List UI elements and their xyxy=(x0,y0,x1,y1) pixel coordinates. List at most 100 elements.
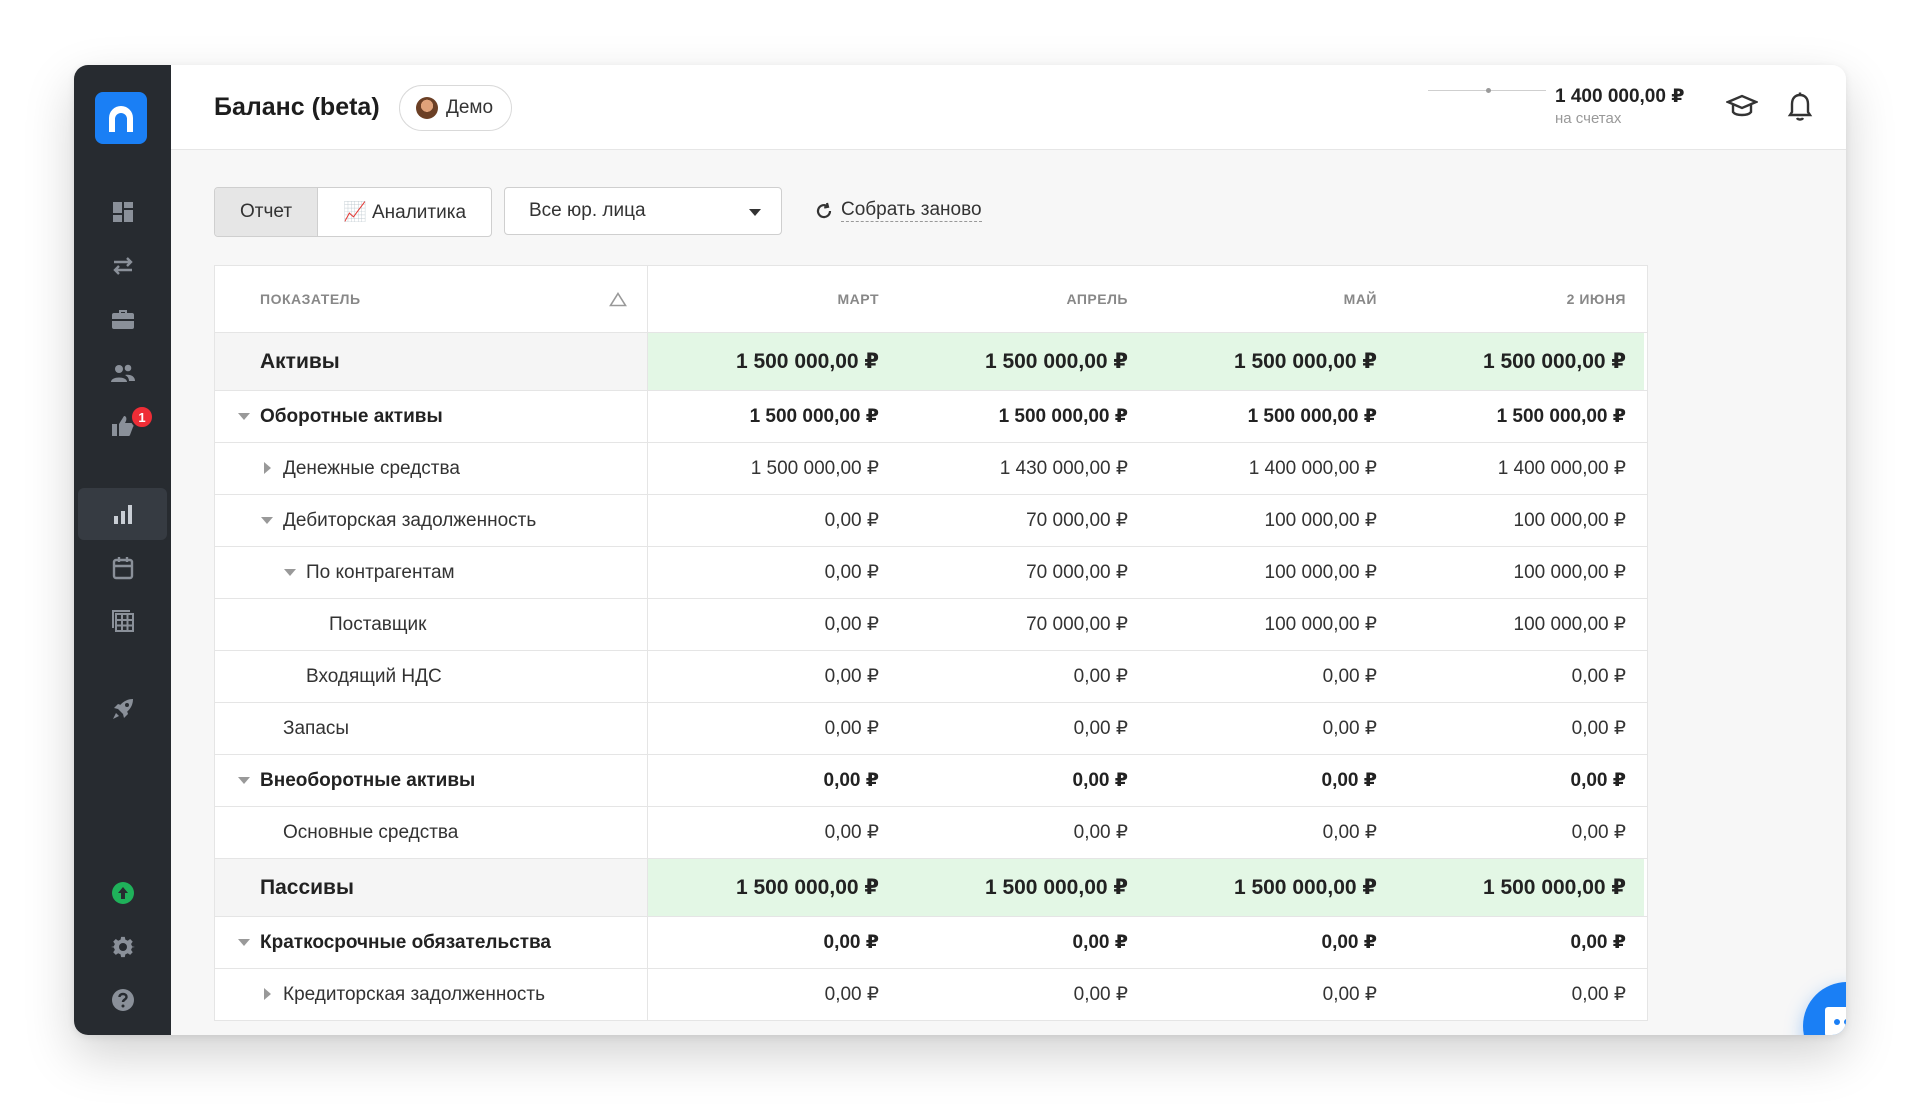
value-cell: 1 500 000,00 ₽ xyxy=(648,333,897,390)
people-icon[interactable] xyxy=(74,347,171,399)
table-row[interactable]: Запасы 0,00 ₽ 0,00 ₽ 0,00 ₽ 0,00 ₽ xyxy=(215,703,1647,755)
balance-table: ПОКАЗАТЕЛЬ МАРТ АПРЕЛЬ МАЙ 2 ИЮНЯ Активы… xyxy=(214,265,1648,1021)
row-label: Кредиторская задолженность xyxy=(215,969,648,1020)
value-cell: 0,00 ₽ xyxy=(1571,822,1626,843)
table-row[interactable]: Оборотные активы 1 500 000,00 ₽ 1 500 000,… xyxy=(215,391,1647,443)
row-label: Основные средства xyxy=(215,807,648,858)
section-row[interactable]: Активы 1 500 000,00 ₽1 500 000,00 ₽1 500 … xyxy=(215,333,1647,391)
collapse-toggle-icon[interactable] xyxy=(238,939,250,946)
value-cell: 0,00 ₽ xyxy=(1073,718,1128,739)
bar-chart-icon[interactable] xyxy=(78,488,167,540)
row-label: Пассивы xyxy=(215,859,648,916)
chevron-down-icon xyxy=(749,209,761,216)
table-row[interactable]: Кредиторская задолженность 0,00 ₽ 0,00 ₽ 0,… xyxy=(215,969,1647,1021)
collapse-toggle-icon[interactable] xyxy=(284,569,296,576)
top-header: Баланс (beta) Демо 1 400 000,00 ₽ на сче… xyxy=(171,65,1846,150)
row-label: Внеоборотные активы xyxy=(215,755,648,806)
sort-icon[interactable] xyxy=(609,292,627,307)
app-window: 1 Баланс (beta) Демо 1 400 000 xyxy=(74,65,1846,1035)
chat-button[interactable]: 1 xyxy=(1803,982,1846,1035)
view-toggle: Отчет 📈 Аналитика xyxy=(214,187,493,237)
row-label-text: Запасы xyxy=(283,717,350,739)
sidebar: 1 xyxy=(74,65,171,1035)
value-cell: 70 000,00 ₽ xyxy=(1026,562,1128,583)
value-cell: 0,00 ₽ xyxy=(824,614,879,635)
entity-select[interactable]: Все юр. лица xyxy=(504,187,782,235)
demo-label: Демо xyxy=(446,97,494,118)
calendar-icon[interactable] xyxy=(74,542,171,594)
value-cell: 1 500 000,00 ₽ xyxy=(897,333,1146,390)
value-cell: 1 400 000,00 ₽ xyxy=(1248,458,1377,479)
value-cell: 0,00 ₽ xyxy=(1571,718,1626,739)
transfer-icon[interactable] xyxy=(74,240,171,292)
value-cell: 0,00 ₽ xyxy=(823,770,879,791)
row-label-text: Пассивы xyxy=(260,875,354,899)
table-icon[interactable] xyxy=(74,595,171,647)
app-logo[interactable] xyxy=(95,92,147,144)
value-cell: 0,00 ₽ xyxy=(1072,770,1128,791)
row-label-text: Основные средства xyxy=(283,821,459,843)
rebuild-button[interactable]: Собрать заново xyxy=(815,199,982,222)
column-header-month: АПРЕЛЬ xyxy=(1066,291,1128,307)
value-cell: 0,00 ₽ xyxy=(1570,770,1626,791)
chat-bubble-icon xyxy=(1825,1007,1846,1035)
value-cell: 0,00 ₽ xyxy=(1571,984,1626,1005)
value-cell: 0,00 ₽ xyxy=(1570,932,1626,953)
table-row[interactable]: Денежные средства 1 500 000,00 ₽ 1 430 000… xyxy=(215,443,1647,495)
row-label-text: Оборотные активы xyxy=(260,405,443,427)
table-row[interactable]: Поставщик 0,00 ₽ 70 000,00 ₽ 100 000,00 ₽ 10… xyxy=(215,599,1647,651)
row-label: Оборотные активы xyxy=(215,391,648,442)
value-cell: 100 000,00 ₽ xyxy=(1513,510,1626,531)
value-cell: 0,00 ₽ xyxy=(1073,666,1128,687)
row-label: Входящий НДС xyxy=(215,651,648,702)
expand-toggle-icon[interactable] xyxy=(264,462,271,474)
value-cell: 70 000,00 ₽ xyxy=(1026,510,1128,531)
balance-amount: 1 400 000,00 ₽ xyxy=(1555,86,1685,107)
table-row[interactable]: Входящий НДС 0,00 ₽ 0,00 ₽ 0,00 ₽ 0,00 ₽ xyxy=(215,651,1647,703)
row-label-text: Внеоборотные активы xyxy=(260,769,476,791)
value-cell: 0,00 ₽ xyxy=(1073,984,1128,1005)
value-cell: 0,00 ₽ xyxy=(824,822,879,843)
value-cell: 0,00 ₽ xyxy=(823,932,879,953)
graduation-cap-icon[interactable] xyxy=(1724,93,1760,126)
value-cell: 100 000,00 ₽ xyxy=(1513,562,1626,583)
tab-analytics[interactable]: 📈 Аналитика xyxy=(343,202,467,223)
section-row[interactable]: Пассивы 1 500 000,00 ₽1 500 000,00 ₽1 500… xyxy=(215,859,1647,917)
value-cell: 0,00 ₽ xyxy=(1571,666,1626,687)
entity-select-value: Все юр. лица xyxy=(529,200,646,221)
expand-toggle-icon[interactable] xyxy=(264,988,271,1000)
table-row[interactable]: Основные средства 0,00 ₽ 0,00 ₽ 0,00 ₽ 0,00 … xyxy=(215,807,1647,859)
help-icon[interactable] xyxy=(74,974,171,1026)
table-row[interactable]: Внеоборотные активы 0,00 ₽ 0,00 ₽ 0,00 ₽ 0,0… xyxy=(215,755,1647,807)
collapse-toggle-icon[interactable] xyxy=(238,413,250,420)
value-cell: 100 000,00 ₽ xyxy=(1264,510,1377,531)
table-row[interactable]: Дебиторская задолженность 0,00 ₽ 70 000,00… xyxy=(215,495,1647,547)
value-cell: 1 500 000,00 ₽ xyxy=(1247,406,1377,427)
collapse-toggle-icon[interactable] xyxy=(261,517,273,524)
column-header-month: МАЙ xyxy=(1343,291,1377,307)
value-cell: 0,00 ₽ xyxy=(1322,666,1377,687)
row-label: Дебиторская задолженность xyxy=(215,495,648,546)
upgrade-icon[interactable] xyxy=(74,867,171,919)
tab-report[interactable]: Отчет xyxy=(215,188,319,236)
briefcase-icon[interactable] xyxy=(74,293,171,345)
table-row[interactable]: Краткосрочные обязательства 0,00 ₽ 0,00 ₽ 0… xyxy=(215,917,1647,969)
demo-button[interactable]: Демо xyxy=(399,85,513,131)
thumbs-up-icon[interactable]: 1 xyxy=(74,400,171,452)
dashboard-icon[interactable] xyxy=(74,186,171,238)
collapse-toggle-icon[interactable] xyxy=(238,777,250,784)
value-cell: 1 500 000,00 ₽ xyxy=(648,859,897,916)
bell-icon[interactable] xyxy=(1787,91,1813,126)
table-row[interactable]: По контрагентам 0,00 ₽ 70 000,00 ₽ 100 000,… xyxy=(215,547,1647,599)
value-cell: 0,00 ₽ xyxy=(1072,932,1128,953)
value-cell: 0,00 ₽ xyxy=(824,718,879,739)
value-cell: 0,00 ₽ xyxy=(824,562,879,583)
row-label: Активы xyxy=(215,333,648,390)
value-cell: 0,00 ₽ xyxy=(1322,822,1377,843)
rocket-icon[interactable] xyxy=(74,683,171,735)
row-label-text: Краткосрочные обязательства xyxy=(260,931,552,953)
value-cell: 100 000,00 ₽ xyxy=(1264,562,1377,583)
gear-icon[interactable] xyxy=(74,921,171,973)
value-cell: 1 500 000,00 ₽ xyxy=(998,406,1128,427)
column-header-indicator[interactable]: ПОКАЗАТЕЛЬ xyxy=(215,266,648,332)
